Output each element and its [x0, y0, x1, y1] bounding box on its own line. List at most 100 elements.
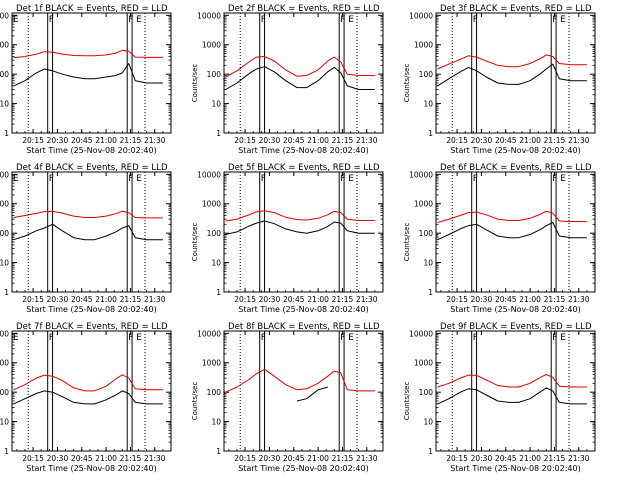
event-flag-label: F [340, 15, 345, 25]
event-flag-label: E [136, 15, 142, 25]
y-tick-label: 10 [211, 100, 221, 109]
y-tick-label: 1000 [0, 200, 9, 209]
event-flag-label: F [340, 174, 345, 184]
y-tick-label: 100 [207, 70, 222, 79]
chart-title: Det 1f BLACK = Events, RED = LLD [16, 4, 168, 14]
x-tick-label: 20:45 [283, 295, 305, 304]
y-tick-label: 10 [0, 100, 9, 109]
x-tick-label: 20:15 [446, 136, 468, 145]
x-axis-label: Start Time (25-Nov-08 20:02:40) [450, 464, 580, 473]
event-flag-label: E [136, 174, 142, 184]
x-tick-label: 20:45 [495, 295, 517, 304]
y-tick-label: 1000 [414, 41, 433, 50]
y-tick-label: 10000 [0, 11, 9, 20]
x-tick-label: 20:45 [495, 136, 517, 145]
series-line-lld [13, 210, 163, 219]
series-line-lld [437, 374, 587, 388]
event-flag-label: F [49, 15, 54, 25]
x-tick-label: 21:00 [307, 454, 329, 463]
plot-frame [223, 171, 384, 293]
x-tick-label: 20:30 [259, 136, 281, 145]
x-tick-label: 21:00 [519, 454, 541, 463]
x-tick-label: 21:00 [307, 295, 329, 304]
y-tick-label: 1000 [202, 41, 221, 50]
event-flag-label: E [560, 174, 566, 184]
event-flag-label: E [13, 15, 19, 25]
y-tick-label: 1 [216, 288, 221, 297]
chart-panel-6: Det 6f BLACK = Events, RED = LLD 1 10 100 10… [403, 163, 596, 314]
y-tick-label: 1000 [202, 200, 221, 209]
y-tick-label: 100 [419, 70, 434, 79]
x-axis-label: Start Time (25-Nov-08 20:02:40) [238, 464, 368, 473]
y-tick-label: 10000 [0, 329, 9, 338]
series-line-lld [13, 374, 163, 392]
x-tick-label: 21:15 [332, 136, 354, 145]
x-axis-label: Start Time (25-Nov-08 20:02:40) [238, 146, 368, 155]
x-tick-label: 21:00 [307, 136, 329, 145]
plot-frame [435, 330, 596, 452]
event-flag-label: F [128, 15, 133, 25]
event-flag-label: E [348, 174, 354, 184]
y-tick-label: 1 [216, 447, 221, 456]
x-tick-label: 21:15 [544, 295, 566, 304]
x-tick-label: 21:30 [144, 136, 166, 145]
x-tick-label: 21:00 [95, 454, 117, 463]
x-tick-label: 20:30 [47, 295, 69, 304]
x-tick-label: 20:15 [22, 295, 44, 304]
y-tick-label: 100 [207, 388, 222, 397]
y-tick-label: 10 [423, 418, 433, 427]
y-tick-label: 100 [0, 70, 9, 79]
chart-title: Det 8f BLACK = Events, RED = LLD [228, 322, 380, 332]
y-tick-label: 10000 [409, 11, 433, 20]
event-flag-label: F [128, 333, 133, 343]
y-tick-label: 1 [216, 129, 221, 138]
x-axis-label: Start Time (25-Nov-08 20:02:40) [450, 146, 580, 155]
y-tick-label: 10 [0, 418, 9, 427]
y-tick-label: 10 [0, 259, 9, 268]
series-line-lld [225, 210, 375, 222]
y-tick-label: 10 [423, 259, 433, 268]
event-flag-label: E [348, 333, 354, 343]
x-tick-label: 20:30 [471, 295, 493, 304]
y-tick-label: 10000 [0, 170, 9, 179]
y-tick-label: 1000 [0, 359, 9, 368]
event-flag-label: F [128, 174, 133, 184]
x-tick-label: 21:30 [144, 295, 166, 304]
x-tick-label: 21:30 [568, 136, 590, 145]
series-line-lld [437, 54, 587, 70]
x-tick-label: 20:45 [283, 136, 305, 145]
x-tick-label: 20:15 [234, 454, 256, 463]
x-axis-label: Start Time (25-Nov-08 20:02:40) [26, 305, 156, 314]
y-tick-label: 100 [419, 229, 434, 238]
x-tick-label: 21:00 [95, 295, 117, 304]
x-tick-label: 20:30 [47, 454, 69, 463]
y-tick-label: 10 [423, 100, 433, 109]
event-flag-label: E [136, 333, 142, 343]
plot-frame [11, 12, 172, 134]
x-tick-label: 21:15 [120, 454, 142, 463]
x-tick-label: 21:30 [356, 136, 378, 145]
chart-title: Det 9f BLACK = Events, RED = LLD [440, 322, 592, 332]
y-tick-label: 1000 [414, 359, 433, 368]
x-tick-label: 20:30 [259, 454, 281, 463]
y-axis-label: Counts/sec [191, 64, 199, 103]
chart-title: Det 7f BLACK = Events, RED = LLD [16, 322, 168, 332]
x-tick-label: 20:15 [22, 136, 44, 145]
event-flag-label: F [261, 174, 266, 184]
y-tick-label: 1 [428, 288, 433, 297]
event-flag-label: F [473, 15, 478, 25]
y-tick-label: 100 [0, 229, 9, 238]
y-axis-label: Counts/sec [191, 382, 199, 421]
event-flag-label: F [552, 174, 557, 184]
event-flag-label: E [13, 174, 19, 184]
y-tick-label: 1 [428, 447, 433, 456]
series-line-events [437, 222, 587, 241]
y-tick-label: 10000 [409, 329, 433, 338]
event-flag-label: F [261, 333, 266, 343]
plot-frame [223, 12, 384, 134]
event-flag-label: F [552, 15, 557, 25]
series-line-events [437, 387, 587, 405]
y-tick-label: 10000 [197, 170, 221, 179]
x-tick-label: 21:15 [544, 136, 566, 145]
chart-panel-9: Det 9f BLACK = Events, RED = LLD 1 10 100 10… [403, 322, 596, 473]
